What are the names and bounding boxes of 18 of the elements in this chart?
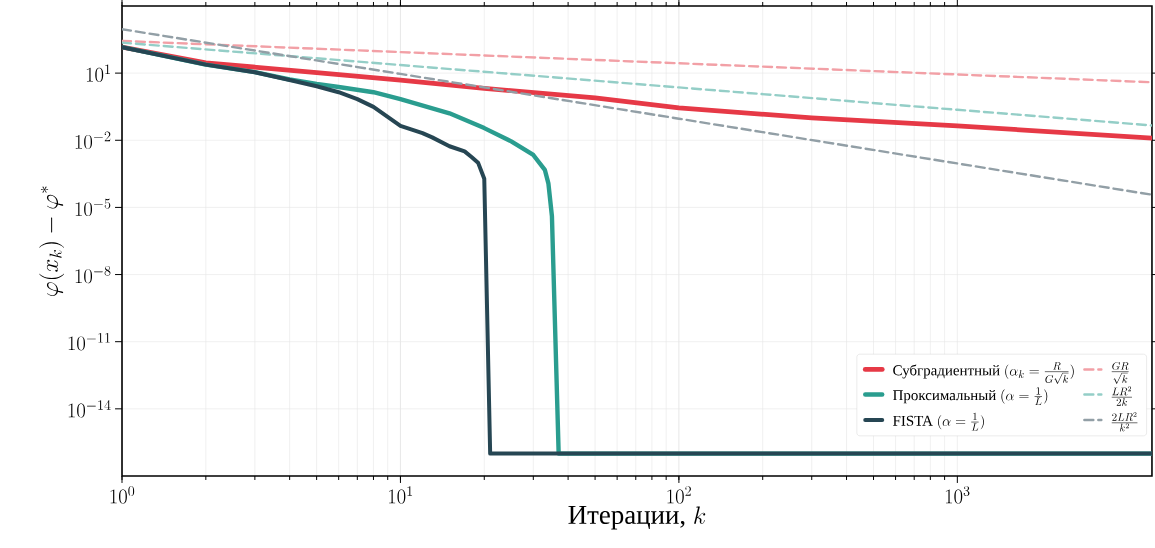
legend-label: $\text{FISTA }(\alpha = \frac{1}{L})$ [893,412,984,431]
y-axis-title: $\varphi(x_k) - \varphi^*$ [39,186,65,296]
y-tick-label: $10^{-14}$ [68,400,111,418]
y-tick-label: $10^{-5}$ [75,198,111,217]
legend-label: $\text{Субградиентный }(\alpha_k = \frac{R}{G\sqrt{k}})$ [893,362,1074,384]
y-tick-label: $10^{-2}$ [75,131,111,149]
x-tick-label: $10^{1}$ [389,486,413,504]
y-tick-label: $10^{1}$ [86,64,110,82]
x-tick-label: $10^{0}$ [110,486,135,504]
y-tick-label: $10^{-8}$ [75,265,111,284]
legend-label: $\frac{GR}{\sqrt{k}}$ [1111,361,1129,384]
y-tick-label: $10^{-11}$ [68,333,110,351]
legend-label: $\text{Проксимальный }(\alpha = \frac{1}{L})$ [893,387,1048,406]
x-tick-label: $10^{2}$ [667,486,691,504]
x-tick-label: $10^{3}$ [945,486,970,504]
legend-label: $\frac{LR^2}{2k}$ [1111,386,1132,406]
legend-label: $\frac{2LR^2}{k^2}$ [1111,412,1138,432]
x-axis-title: $\text{Итерации, }k$ [568,506,706,530]
